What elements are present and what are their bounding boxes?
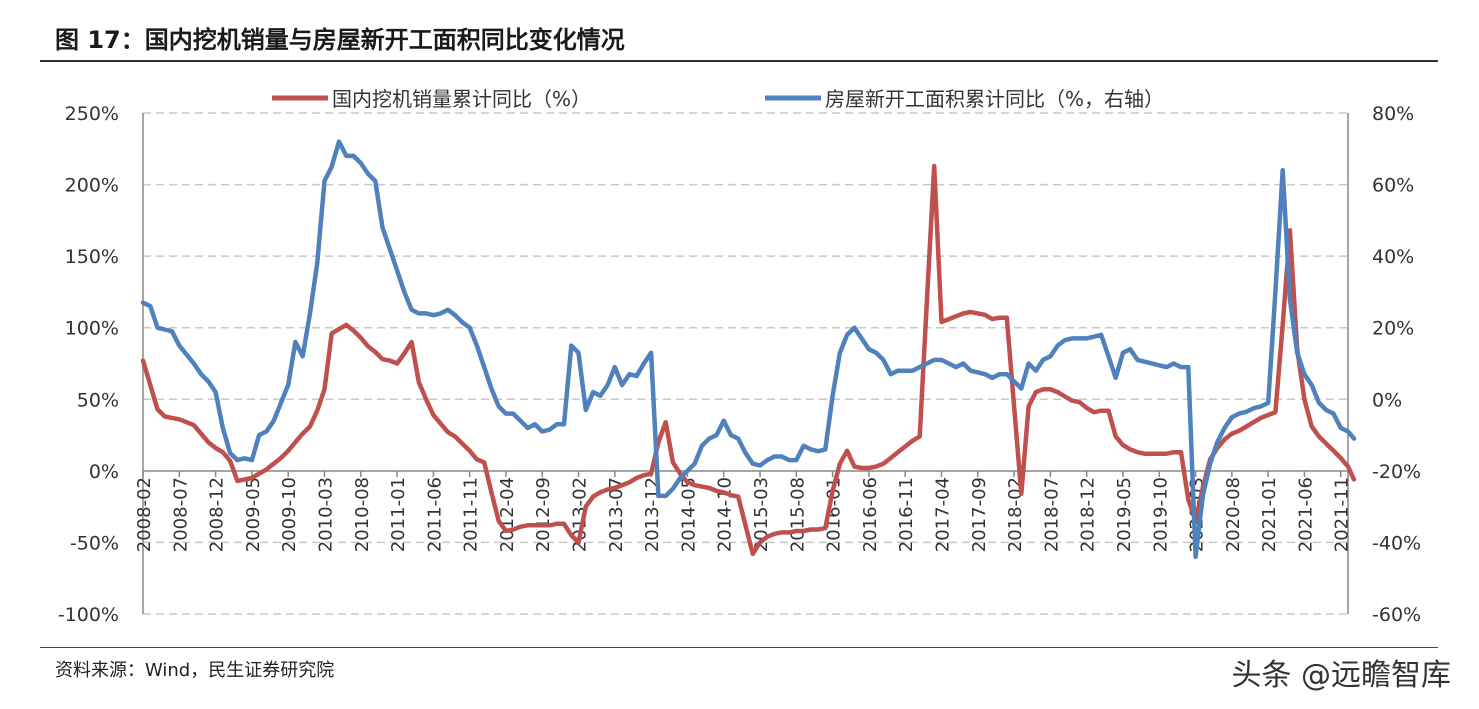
series-lines bbox=[140, 139, 1357, 559]
right-y-tick-label: -60% bbox=[1372, 604, 1421, 626]
legend: 国内挖机销量累计同比（%） 房屋新开工面积累计同比（%，右轴） bbox=[272, 87, 1164, 111]
left-y-tick-label: 250% bbox=[65, 103, 119, 125]
left-y-tick-label: 50% bbox=[77, 389, 119, 411]
x-tick-label: 2017-09 bbox=[969, 477, 990, 552]
x-tick-label: 2018-07 bbox=[1041, 477, 1062, 552]
left-y-tick-label: 200% bbox=[65, 175, 119, 197]
source-note: 资料来源：Wind，民生证券研究院 bbox=[55, 660, 335, 681]
source-divider bbox=[40, 647, 1438, 648]
right-y-tick-label: 40% bbox=[1372, 246, 1414, 268]
x-tick-label: 2017-04 bbox=[932, 477, 953, 552]
right-y-tick-label: 0% bbox=[1372, 389, 1402, 411]
x-tick-label: 2009-05 bbox=[243, 477, 264, 552]
legend-label-housing: 房屋新开工面积累计同比（%，右轴） bbox=[825, 87, 1164, 111]
left-y-tick-label: 150% bbox=[65, 246, 119, 268]
x-tick-label: 2021-11 bbox=[1332, 477, 1353, 552]
x-tick-label: 2008-12 bbox=[207, 477, 228, 552]
x-tick-label: 2008-02 bbox=[134, 477, 155, 552]
x-tick-label: 2008-07 bbox=[170, 477, 191, 552]
left-y-axis-labels: 250% 200% 150% 100% 50% 0% -50% -100% bbox=[58, 103, 119, 626]
title-divider bbox=[40, 60, 1438, 62]
right-y-tick-label: 60% bbox=[1372, 175, 1414, 197]
right-y-tick-label: -40% bbox=[1372, 532, 1421, 554]
x-tick-label: 2014-10 bbox=[715, 477, 736, 552]
right-y-axis-labels: 80% 60% 40% 20% 0% -20% -40% -60% bbox=[1372, 103, 1421, 626]
left-y-tick-label: -100% bbox=[58, 604, 119, 626]
x-tick-label: 2018-12 bbox=[1078, 477, 1099, 552]
x-tick-label: 2012-04 bbox=[497, 477, 518, 552]
x-tick-label: 2013-07 bbox=[606, 477, 627, 552]
x-axis-labels: 2008-02 2008-07 2008-12 2009-05 2009-10 2010-… bbox=[134, 471, 1353, 552]
x-tick-label: 2010-03 bbox=[315, 477, 336, 552]
x-tick-label: 2011-11 bbox=[461, 477, 482, 552]
x-tick-label: 2014-05 bbox=[678, 477, 699, 552]
excavator-sales-line bbox=[140, 163, 1357, 557]
x-tick-label: 2020-08 bbox=[1223, 477, 1244, 552]
x-tick-label: 2019-10 bbox=[1150, 477, 1171, 552]
x-tick-label: 2021-01 bbox=[1259, 477, 1280, 552]
housing-starts-line bbox=[140, 139, 1357, 559]
x-tick-label: 2010-08 bbox=[352, 477, 373, 552]
x-tick-label: 2013-02 bbox=[570, 477, 591, 552]
right-y-tick-label: 20% bbox=[1372, 318, 1414, 340]
left-y-tick-label: 0% bbox=[89, 461, 119, 483]
gridlines bbox=[143, 112, 1348, 615]
x-tick-label: 2021-06 bbox=[1295, 477, 1316, 552]
x-tick-label: 2011-01 bbox=[388, 477, 409, 552]
left-y-tick-label: 100% bbox=[65, 318, 119, 340]
x-tick-label: 2009-10 bbox=[279, 477, 300, 552]
x-tick-label: 2015-03 bbox=[751, 477, 772, 552]
x-tick-label: 2011-06 bbox=[424, 477, 445, 552]
x-tick-label: 2016-11 bbox=[896, 477, 917, 552]
x-tick-label: 2016-06 bbox=[860, 477, 881, 552]
right-y-tick-label: -20% bbox=[1372, 461, 1421, 483]
x-tick-label: 2012-09 bbox=[533, 477, 554, 552]
legend-label-excavator: 国内挖机销量累计同比（%） bbox=[332, 87, 591, 111]
figure-title: 图 17：国内挖机销量与房屋新开工面积同比变化情况 bbox=[55, 26, 625, 54]
x-tick-label: 2016-01 bbox=[824, 477, 845, 552]
x-tick-label: 2019-05 bbox=[1114, 477, 1135, 552]
left-y-tick-label: -50% bbox=[70, 532, 119, 554]
x-tick-label: 2015-08 bbox=[787, 477, 808, 552]
watermark: 头条 @远瞻智库 bbox=[1231, 658, 1451, 693]
right-y-tick-label: 80% bbox=[1372, 103, 1414, 125]
